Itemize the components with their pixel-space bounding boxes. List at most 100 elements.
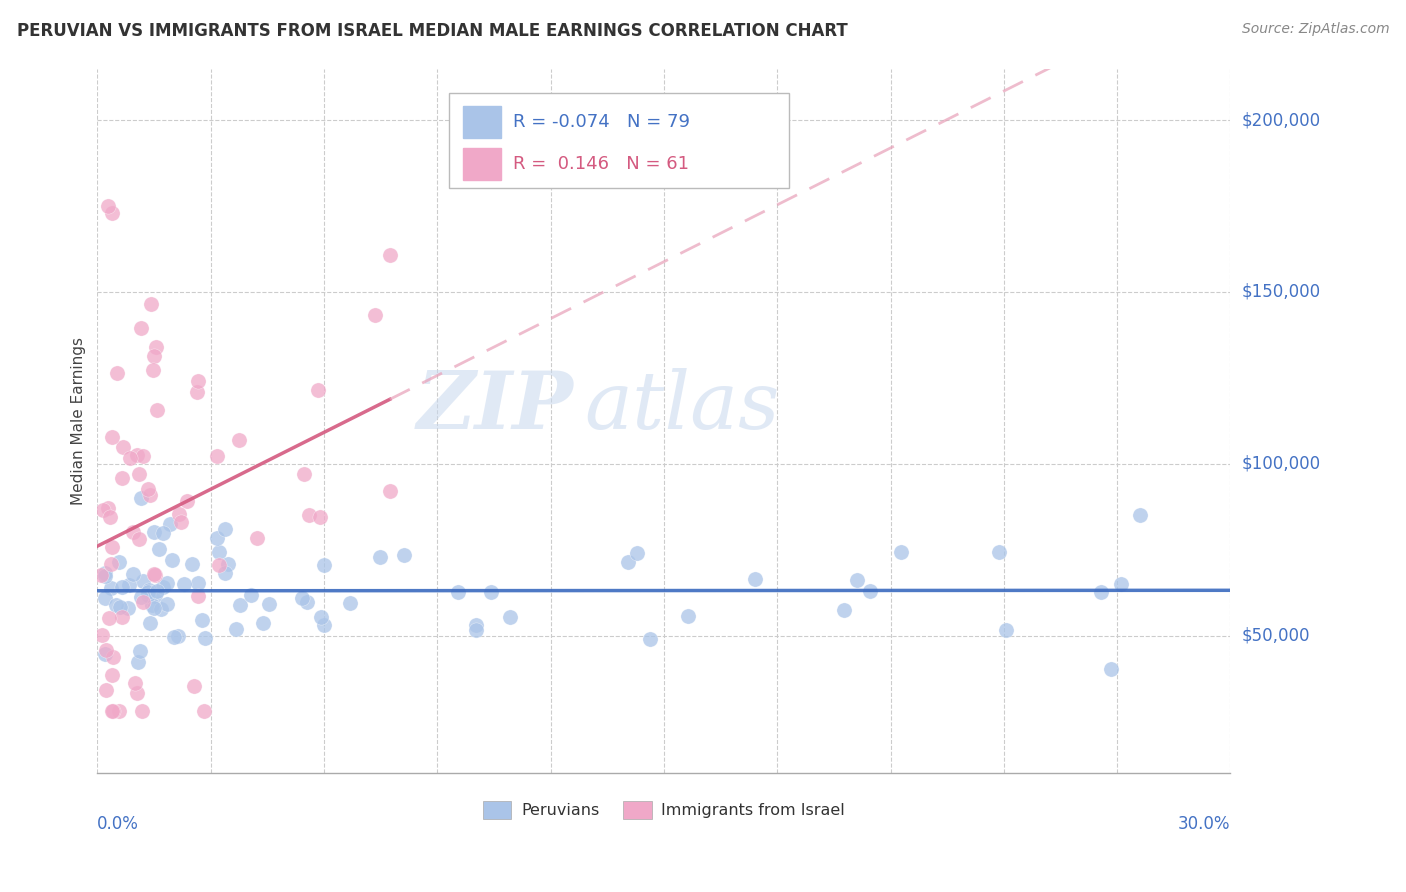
Point <box>98 510 121 524</box>
Point <box>136 483 159 497</box>
Point <box>100 558 122 572</box>
Point <box>1129 508 1152 523</box>
Point <box>122 566 145 581</box>
Point <box>128 532 150 546</box>
Point <box>156 575 179 590</box>
Point <box>378 483 401 498</box>
Legend: Peruvians, Immigrants from Israel: Peruvians, Immigrants from Israel <box>477 795 852 825</box>
Point <box>194 631 217 645</box>
Point <box>162 553 184 567</box>
Point <box>145 589 167 603</box>
Point <box>187 374 209 388</box>
Point <box>94 682 117 697</box>
Point <box>229 598 252 612</box>
Point <box>100 430 122 444</box>
Point <box>364 308 387 322</box>
Point <box>616 555 638 569</box>
Point <box>187 576 209 591</box>
Point <box>181 557 204 571</box>
Point <box>499 610 522 624</box>
Point <box>128 467 150 482</box>
Point <box>127 655 149 669</box>
Point <box>225 623 247 637</box>
Point <box>314 617 336 632</box>
Bar <box>464 148 501 180</box>
Point <box>108 555 131 569</box>
Point <box>132 450 155 464</box>
Point <box>120 450 142 465</box>
Point <box>378 248 401 262</box>
Point <box>138 583 160 598</box>
Point <box>101 206 124 220</box>
Point <box>832 603 855 617</box>
Point <box>638 632 661 646</box>
Point <box>214 566 236 580</box>
Point <box>131 591 153 605</box>
Point <box>141 598 163 612</box>
Point <box>187 589 209 603</box>
Point <box>94 566 117 581</box>
Point <box>205 449 228 463</box>
Point <box>152 525 174 540</box>
Point <box>111 580 134 594</box>
Point <box>465 617 488 632</box>
Point <box>148 542 170 557</box>
Point <box>111 440 134 454</box>
Text: ZIP: ZIP <box>416 368 574 445</box>
Point <box>96 642 118 657</box>
Point <box>214 523 236 537</box>
Point <box>94 591 117 605</box>
Text: $150,000: $150,000 <box>1241 283 1320 301</box>
Y-axis label: Median Male Earnings: Median Male Earnings <box>72 337 86 505</box>
Point <box>108 704 131 718</box>
Point <box>173 576 195 591</box>
Point <box>308 510 330 524</box>
FancyBboxPatch shape <box>449 93 789 188</box>
Point <box>988 545 1011 559</box>
Point <box>129 491 152 505</box>
Point <box>100 704 122 718</box>
Point <box>481 585 503 599</box>
Point <box>139 488 162 502</box>
Point <box>143 349 166 363</box>
Point <box>127 448 149 462</box>
Point <box>139 615 162 630</box>
Point <box>145 340 167 354</box>
Point <box>150 601 173 615</box>
Point <box>129 321 152 335</box>
Text: $200,000: $200,000 <box>1241 112 1320 129</box>
Point <box>207 558 229 573</box>
Point <box>312 558 335 572</box>
Point <box>465 623 488 637</box>
Point <box>392 548 415 562</box>
Point <box>228 433 250 447</box>
Text: R =  0.146   N = 61: R = 0.146 N = 61 <box>513 155 689 173</box>
Text: 0.0%: 0.0% <box>97 815 139 833</box>
Point <box>97 500 120 515</box>
Point <box>676 609 699 624</box>
Point <box>97 199 120 213</box>
Point <box>111 471 134 485</box>
Point <box>143 525 166 540</box>
Point <box>240 588 263 602</box>
Point <box>170 516 193 530</box>
Point <box>309 610 332 624</box>
Point <box>858 583 880 598</box>
Point <box>626 546 648 560</box>
Point <box>252 616 274 631</box>
Point <box>193 704 215 718</box>
Point <box>94 569 117 583</box>
Point <box>129 644 152 658</box>
Point <box>132 594 155 608</box>
Point <box>186 384 208 399</box>
Point <box>159 517 181 532</box>
Point <box>152 580 174 594</box>
Point <box>142 363 165 377</box>
Point <box>1090 585 1112 599</box>
Point <box>146 403 169 417</box>
Point <box>298 508 321 523</box>
Point <box>744 572 766 586</box>
Text: atlas: atlas <box>585 368 780 445</box>
Text: R = -0.074   N = 79: R = -0.074 N = 79 <box>513 113 690 131</box>
Point <box>845 573 868 587</box>
